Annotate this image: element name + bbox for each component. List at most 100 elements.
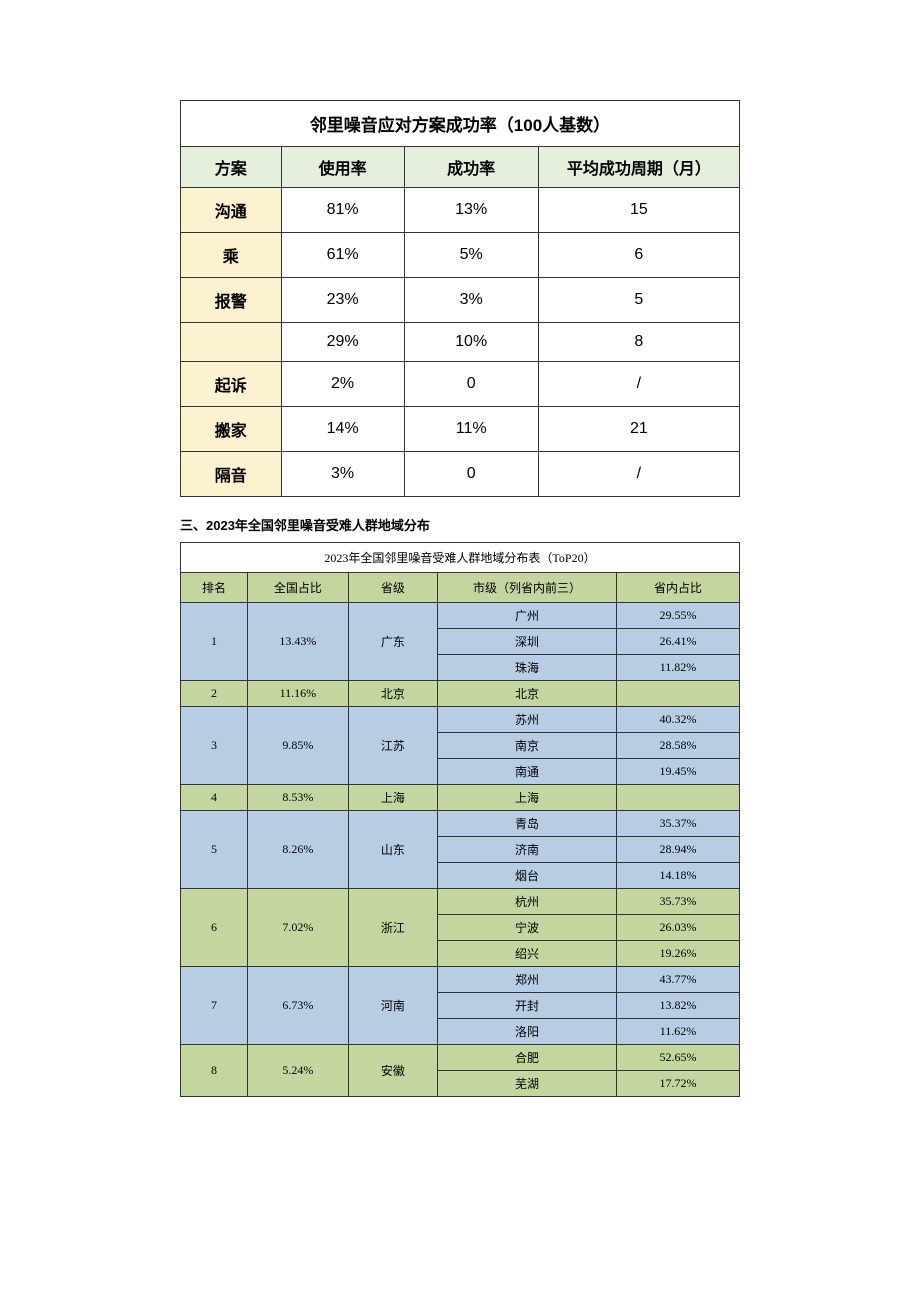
table2-province-pct-cell — [617, 785, 740, 811]
table1-usage-cell: 23% — [281, 278, 404, 323]
table1-cycle-cell: / — [538, 452, 739, 497]
table2-row: 85.24%安徽合肥52.65% — [181, 1045, 740, 1071]
table2-row: 76.73%河南郑州43.77% — [181, 967, 740, 993]
table2-city-cell: 南通 — [438, 759, 617, 785]
table2-province-pct-cell: 14.18% — [617, 863, 740, 889]
table1-header-row: 方案 使用率 成功率 平均成功周期（月） — [181, 147, 740, 188]
table1-title-row: 邻里噪音应对方案成功率（100人基数） — [181, 101, 740, 147]
table1-method-cell: 隔音 — [181, 452, 282, 497]
table2-province-pct-cell: 52.65% — [617, 1045, 740, 1071]
table2-province-cell: 河南 — [348, 967, 437, 1045]
section-heading-suffix: 年全国邻里噪音受难人群地域分布 — [235, 518, 430, 533]
table2-rank-cell: 2 — [181, 681, 248, 707]
table2-city-cell: 杭州 — [438, 889, 617, 915]
table1-row: 沟通81%13%15 — [181, 188, 740, 233]
table1-method-cell: 沟通 — [181, 188, 282, 233]
table2-province-pct-cell — [617, 681, 740, 707]
table1-success-cell: 5% — [404, 233, 538, 278]
table2-row: 48.53%上海上海 — [181, 785, 740, 811]
table2-title: 2023年全国邻里噪音受难人群地域分布表（ToP20） — [181, 543, 740, 573]
table1-cycle-cell: 21 — [538, 407, 739, 452]
table2-national-pct-cell: 8.53% — [248, 785, 349, 811]
table1-cycle-cell: / — [538, 362, 739, 407]
table2-province-cell: 广东 — [348, 603, 437, 681]
table1-row: 隔音3%0/ — [181, 452, 740, 497]
table1-usage-cell: 3% — [281, 452, 404, 497]
table1-success-cell: 10% — [404, 323, 538, 362]
table2-province-pct-cell: 35.37% — [617, 811, 740, 837]
table2-province-cell: 北京 — [348, 681, 437, 707]
table2-row: 113.43%广东广州29.55% — [181, 603, 740, 629]
table2-row: 67.02%浙江杭州35.73% — [181, 889, 740, 915]
table2-header-rank: 排名 — [181, 573, 248, 603]
table2-province-cell: 山东 — [348, 811, 437, 889]
table2-province-pct-cell: 11.62% — [617, 1019, 740, 1045]
table2-rank-cell: 5 — [181, 811, 248, 889]
table2-province-pct-cell: 26.41% — [617, 629, 740, 655]
table1-usage-cell: 2% — [281, 362, 404, 407]
table1-cycle-cell: 5 — [538, 278, 739, 323]
success-rate-table: 邻里噪音应对方案成功率（100人基数） 方案 使用率 成功率 平均成功周期（月）… — [180, 100, 740, 497]
table2-header-prov: 省级 — [348, 573, 437, 603]
table2-city-cell: 绍兴 — [438, 941, 617, 967]
table2-national-pct-cell: 13.43% — [248, 603, 349, 681]
table1-method-cell: 搬家 — [181, 407, 282, 452]
table2-header-provpct: 省内占比 — [617, 573, 740, 603]
table1-success-cell: 11% — [404, 407, 538, 452]
table2-province-pct-cell: 11.82% — [617, 655, 740, 681]
table2-rank-cell: 3 — [181, 707, 248, 785]
table2-city-cell: 开封 — [438, 993, 617, 1019]
table1-usage-cell: 61% — [281, 233, 404, 278]
table1-title: 邻里噪音应对方案成功率（100人基数） — [181, 101, 740, 147]
table2-rank-cell: 1 — [181, 603, 248, 681]
table2-province-cell: 安徽 — [348, 1045, 437, 1097]
table2-city-cell: 苏州 — [438, 707, 617, 733]
table2-city-cell: 青岛 — [438, 811, 617, 837]
table1-row: 乘61%5%6 — [181, 233, 740, 278]
table1-success-cell: 3% — [404, 278, 538, 323]
table1-header-method: 方案 — [181, 147, 282, 188]
table1-header-cycle: 平均成功周期（月） — [538, 147, 739, 188]
table2-header-natpct: 全国占比 — [248, 573, 349, 603]
table2-city-cell: 广州 — [438, 603, 617, 629]
table2-national-pct-cell: 5.24% — [248, 1045, 349, 1097]
table1-cycle-cell: 15 — [538, 188, 739, 233]
table2-header-row: 排名 全国占比 省级 市级（列省内前三） 省内占比 — [181, 573, 740, 603]
table2-province-pct-cell: 43.77% — [617, 967, 740, 993]
table2-rank-cell: 6 — [181, 889, 248, 967]
table2-city-cell: 郑州 — [438, 967, 617, 993]
table2-city-cell: 济南 — [438, 837, 617, 863]
table2-city-cell: 南京 — [438, 733, 617, 759]
table1-method-cell: 起诉 — [181, 362, 282, 407]
table2-city-cell: 深圳 — [438, 629, 617, 655]
table2-national-pct-cell: 6.73% — [248, 967, 349, 1045]
table2-province-pct-cell: 28.94% — [617, 837, 740, 863]
table1-usage-cell: 14% — [281, 407, 404, 452]
table2-row: 211.16%北京北京 — [181, 681, 740, 707]
region-distribution-table: 2023年全国邻里噪音受难人群地域分布表（ToP20） 排名 全国占比 省级 市… — [180, 542, 740, 1097]
table2-province-pct-cell: 19.45% — [617, 759, 740, 785]
table1-method-cell — [181, 323, 282, 362]
table2-rank-cell: 7 — [181, 967, 248, 1045]
table2-row: 58.26%山东青岛35.37% — [181, 811, 740, 837]
table1-success-cell: 0 — [404, 362, 538, 407]
table2-province-pct-cell: 29.55% — [617, 603, 740, 629]
table1-header-usage: 使用率 — [281, 147, 404, 188]
section-heading-prefix: 三、2023 — [180, 518, 235, 533]
table2-city-cell: 洛阳 — [438, 1019, 617, 1045]
table2-city-cell: 合肥 — [438, 1045, 617, 1071]
table2-city-cell: 珠海 — [438, 655, 617, 681]
table2-national-pct-cell: 9.85% — [248, 707, 349, 785]
table1-method-cell: 报警 — [181, 278, 282, 323]
table2-city-cell: 上海 — [438, 785, 617, 811]
table1-success-cell: 13% — [404, 188, 538, 233]
table1-row: 29%10%8 — [181, 323, 740, 362]
table2-header-city: 市级（列省内前三） — [438, 573, 617, 603]
table2-province-cell: 上海 — [348, 785, 437, 811]
table2-province-pct-cell: 26.03% — [617, 915, 740, 941]
table1-header-success: 成功率 — [404, 147, 538, 188]
table1-row: 搬家14%11%21 — [181, 407, 740, 452]
table2-province-cell: 江苏 — [348, 707, 437, 785]
table2-province-pct-cell: 35.73% — [617, 889, 740, 915]
table1-row: 起诉2%0/ — [181, 362, 740, 407]
